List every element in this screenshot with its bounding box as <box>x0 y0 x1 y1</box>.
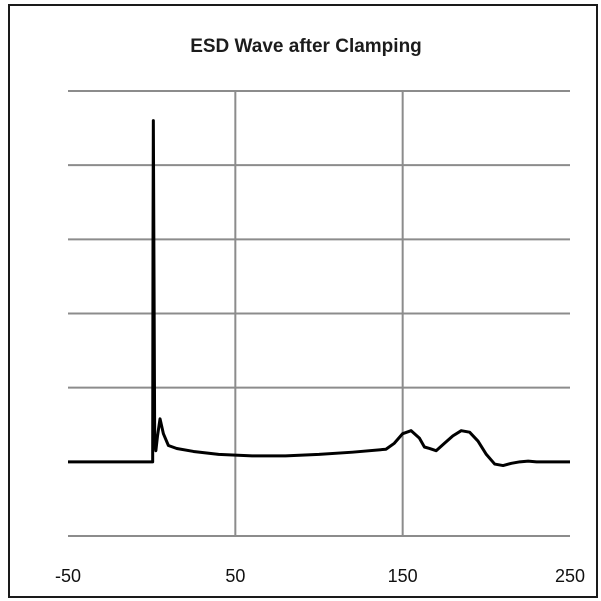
x-tick-label: 50 <box>225 566 245 586</box>
x-tick-label: -50 <box>55 566 81 586</box>
grid-layer <box>68 90 570 537</box>
x-tick-label: 250 <box>555 566 585 586</box>
series-layer <box>68 119 570 468</box>
x-tick-label: 150 <box>388 566 418 586</box>
chart-frame <box>8 4 598 598</box>
x-tick-labels: -50 50 150 250 <box>55 566 585 586</box>
chart-title: ESD Wave after Clamping <box>190 36 422 57</box>
series-line <box>68 119 570 468</box>
